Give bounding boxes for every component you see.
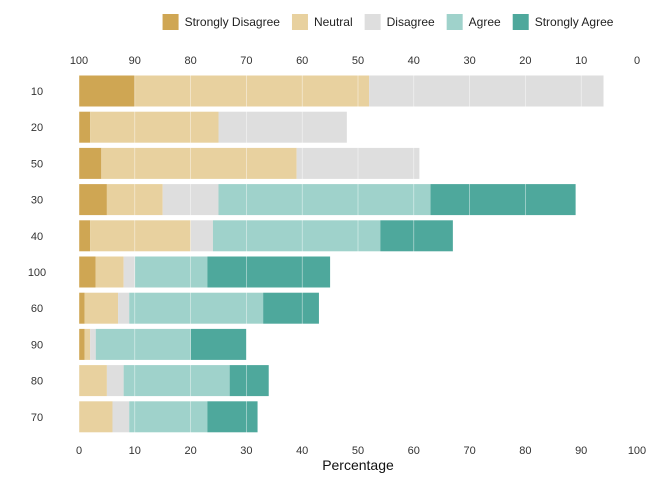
bar-segment-disagree [118,292,130,324]
bar-segment-neutral [95,256,124,288]
bar-segment-neutral [84,328,91,360]
legend-label: Agree [469,15,501,29]
y-tick-label: 20 [31,122,43,134]
bar-segment-strongly-disagree [79,75,135,107]
bar-segment-agree [129,401,208,433]
x-axis-title: Percentage [322,457,394,473]
bar-segment-neutral [134,75,370,107]
legend-item-strongly-agree: Strongly Agree [512,14,614,30]
bar-segment-strongly-agree [190,328,247,360]
bar-segment-disagree [218,111,347,143]
legend-label: Disagree [387,15,435,29]
bar-segment-strongly-disagree [79,292,85,324]
bar-segment-agree [129,292,264,324]
bar-segment-strongly-agree [430,184,576,216]
legend-item-agree: Agree [446,14,501,30]
bar-segment-agree [134,256,208,288]
legend: Strongly Disagree Neutral Disagree Agree Str… [162,14,614,30]
y-tick-label: 80 [31,376,43,388]
top-tick-label: 70 [240,55,252,67]
legend-item-neutral: Neutral [291,14,353,30]
bottom-tick-label: 70 [463,445,475,457]
legend-item-strongly-disagree: Strongly Disagree [162,14,281,30]
bar-segment-strongly-agree [229,365,269,397]
bar-segment-strongly-disagree [79,147,102,179]
legend-swatch [512,14,529,30]
bottom-tick-label: 90 [575,445,587,457]
y-tick-label: 10 [31,86,43,98]
bars [78,72,638,435]
y-tick-label: 50 [31,158,43,170]
bottom-tick-label: 30 [240,445,252,457]
legend-swatch [446,14,463,30]
y-tick-label: 30 [31,195,43,207]
y-axis: 10 20 50 30 40 100 60 90 80 70 [28,86,46,424]
bar-segment-strongly-disagree [79,220,91,252]
bar-segment-agree [95,328,191,360]
bar-segment-strongly-agree [207,401,258,433]
legend-label: Strongly Agree [535,15,614,29]
y-tick-label: 40 [31,231,43,243]
bar-segment-neutral [90,220,191,252]
legend-swatch [364,14,381,30]
bar-segment-disagree [90,328,96,360]
bar-segment-disagree [123,256,135,288]
legend-swatch [162,14,179,30]
top-tick-label: 50 [352,55,364,67]
top-tick-label: 40 [408,55,420,67]
top-tick-label: 100 [70,55,88,67]
bottom-tick-label: 100 [628,445,646,457]
top-tick-label: 0 [634,55,640,67]
bar-segment-disagree [190,220,213,252]
bar-segment-neutral [79,365,107,397]
top-tick-label: 60 [296,55,308,67]
top-tick-label: 90 [129,55,141,67]
bar-segment-disagree [106,365,124,397]
bar-segment-neutral [90,111,219,143]
y-tick-label: 100 [28,267,46,279]
bar-segment-strongly-agree [263,292,319,324]
bar-segment-neutral [84,292,119,324]
top-tick-label: 20 [519,55,531,67]
bottom-tick-label: 20 [184,445,196,457]
y-tick-label: 60 [31,303,43,315]
y-tick-label: 90 [31,339,43,351]
bottom-axis: 0 10 20 30 40 50 60 70 80 90 100 [76,445,646,457]
y-tick-label: 70 [31,412,43,424]
bottom-tick-label: 10 [129,445,141,457]
bar-segment-strongly-disagree [79,256,96,288]
legend-item-disagree: Disagree [364,14,435,30]
bar-segment-neutral [101,147,297,179]
bar-segment-disagree [112,401,130,433]
top-tick-label: 30 [463,55,475,67]
legend-swatch [291,14,308,30]
top-axis: 100 90 80 70 60 50 40 30 20 10 0 [70,55,640,67]
bar-segment-agree [123,365,230,397]
legend-label: Neutral [314,15,353,29]
top-tick-label: 80 [184,55,196,67]
bottom-tick-label: 40 [296,445,308,457]
top-tick-label: 10 [575,55,587,67]
bottom-tick-label: 0 [76,445,82,457]
bottom-tick-label: 80 [519,445,531,457]
bar-segment-disagree [369,75,604,107]
legend-label: Strongly Disagree [185,15,281,29]
bar-segment-strongly-agree [380,220,453,252]
bar-segment-strongly-disagree [79,184,107,216]
bar-segment-strongly-disagree [79,328,85,360]
bar-segment-agree [212,220,381,252]
bottom-tick-label: 50 [352,445,364,457]
bar-segment-strongly-disagree [79,111,91,143]
bar-segment-agree [218,184,431,216]
bar-segment-strongly-agree [207,256,331,288]
bar-segment-neutral [79,401,113,433]
bottom-tick-label: 60 [408,445,420,457]
